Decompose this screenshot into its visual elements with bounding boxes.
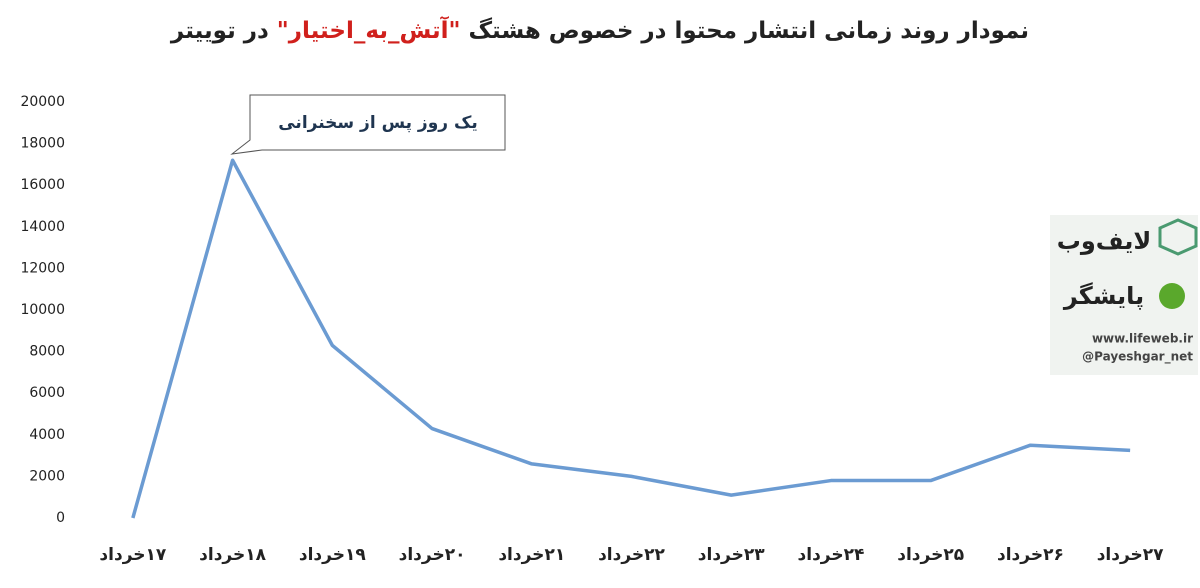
brand: لایف‌وب xyxy=(1057,227,1152,255)
annotation: یک روز پس از سخنرانی xyxy=(230,94,506,155)
title-highlight: "آتش_به_اختیار" xyxy=(276,18,461,44)
annotation-box xyxy=(230,94,506,155)
line xyxy=(131,158,1131,519)
chart-title: نمودار روند زمانی انتشار محتوا در خصوص ه… xyxy=(0,18,1200,44)
x-tick-label: ۲۰خرداد xyxy=(399,545,466,565)
y-tick-label: 16000 xyxy=(20,177,65,193)
x-tick-label: ۲۶خرداد xyxy=(997,545,1064,565)
watermark: لایف‌وب پایشگر www.lifeweb.ir @Payeshgar… xyxy=(1050,215,1198,375)
x-tick-label: ۲۱خرداد xyxy=(498,545,565,565)
y-tick-label: 6000 xyxy=(29,385,65,401)
x-tick-label: ۱۸خرداد xyxy=(199,545,266,565)
handle: @Payeshgar_net xyxy=(1082,350,1193,365)
y-tick-label: 18000 xyxy=(20,136,65,152)
y-tick-label: 8000 xyxy=(29,344,65,360)
y-tick-label: 4000 xyxy=(29,427,65,443)
title-end: در توییتر xyxy=(170,18,269,44)
x-tick-label: ۲۳خرداد xyxy=(698,545,765,565)
y-tick-label: 0 xyxy=(56,510,65,526)
x-tick-label: ۲۵خرداد xyxy=(897,545,964,565)
y-tick-label: 2000 xyxy=(29,468,65,484)
title-main: نمودار روند زمانی انتشار محتوا در خصوص ه… xyxy=(468,18,1030,44)
x-tick-label: ۱۷خرداد xyxy=(99,545,166,565)
x-tick-label: ۲۷خرداد xyxy=(1097,545,1164,565)
logo-icon xyxy=(1159,283,1185,309)
x-tick-label: ۲۲خرداد xyxy=(598,545,665,565)
y-tick-label: 10000 xyxy=(20,302,65,318)
x-tick-label: ۲۴خرداد xyxy=(798,545,865,565)
y-tick-label: 12000 xyxy=(20,260,65,276)
x-tick-label: ۱۹خرداد xyxy=(299,545,366,565)
url: www.lifeweb.ir xyxy=(1092,332,1193,346)
logo-icon xyxy=(1158,218,1198,256)
y-tick-label: 20000 xyxy=(20,94,65,110)
brand: پایشگر xyxy=(1063,282,1144,310)
annotation-text: یک روز پس از سخنرانی xyxy=(278,113,478,133)
y-tick-label: 14000 xyxy=(20,219,65,235)
